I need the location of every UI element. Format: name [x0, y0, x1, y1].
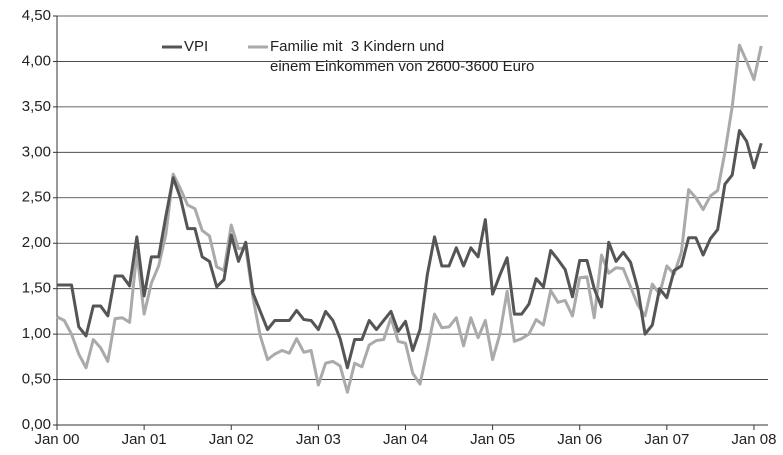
y-tick-label: 4,50: [22, 7, 51, 24]
y-tick-label: 2,50: [22, 189, 51, 206]
y-tick-label: 3,50: [22, 98, 51, 115]
x-tick-label: Jan 07: [644, 431, 689, 448]
y-tick-label: 0,50: [22, 371, 51, 388]
y-tick-label: 1,50: [22, 280, 51, 297]
y-tick-label: 3,00: [22, 143, 51, 160]
x-tick-label: Jan 04: [383, 431, 428, 448]
y-tick-label: 1,00: [22, 325, 51, 342]
legend-label: Familie mit 3 Kindern und einem Einkomme…: [270, 38, 535, 75]
y-tick-label: 2,00: [22, 234, 51, 251]
x-tick-label: Jan 06: [557, 431, 602, 448]
y-tick-label: 4,00: [22, 52, 51, 69]
line-series: [57, 129, 763, 370]
legend-label: VPI: [184, 38, 209, 55]
line-series: [56, 43, 763, 394]
x-tick-label: Jan 05: [470, 431, 515, 448]
x-tick-label: Jan 02: [209, 431, 254, 448]
x-tick-label: Jan 08: [731, 431, 776, 448]
x-tick-label: Jan 03: [296, 431, 341, 448]
x-tick-label: Jan 01: [122, 431, 167, 448]
y-tick-label: 0,00: [22, 416, 51, 433]
x-tick-label: Jan 00: [34, 431, 79, 448]
